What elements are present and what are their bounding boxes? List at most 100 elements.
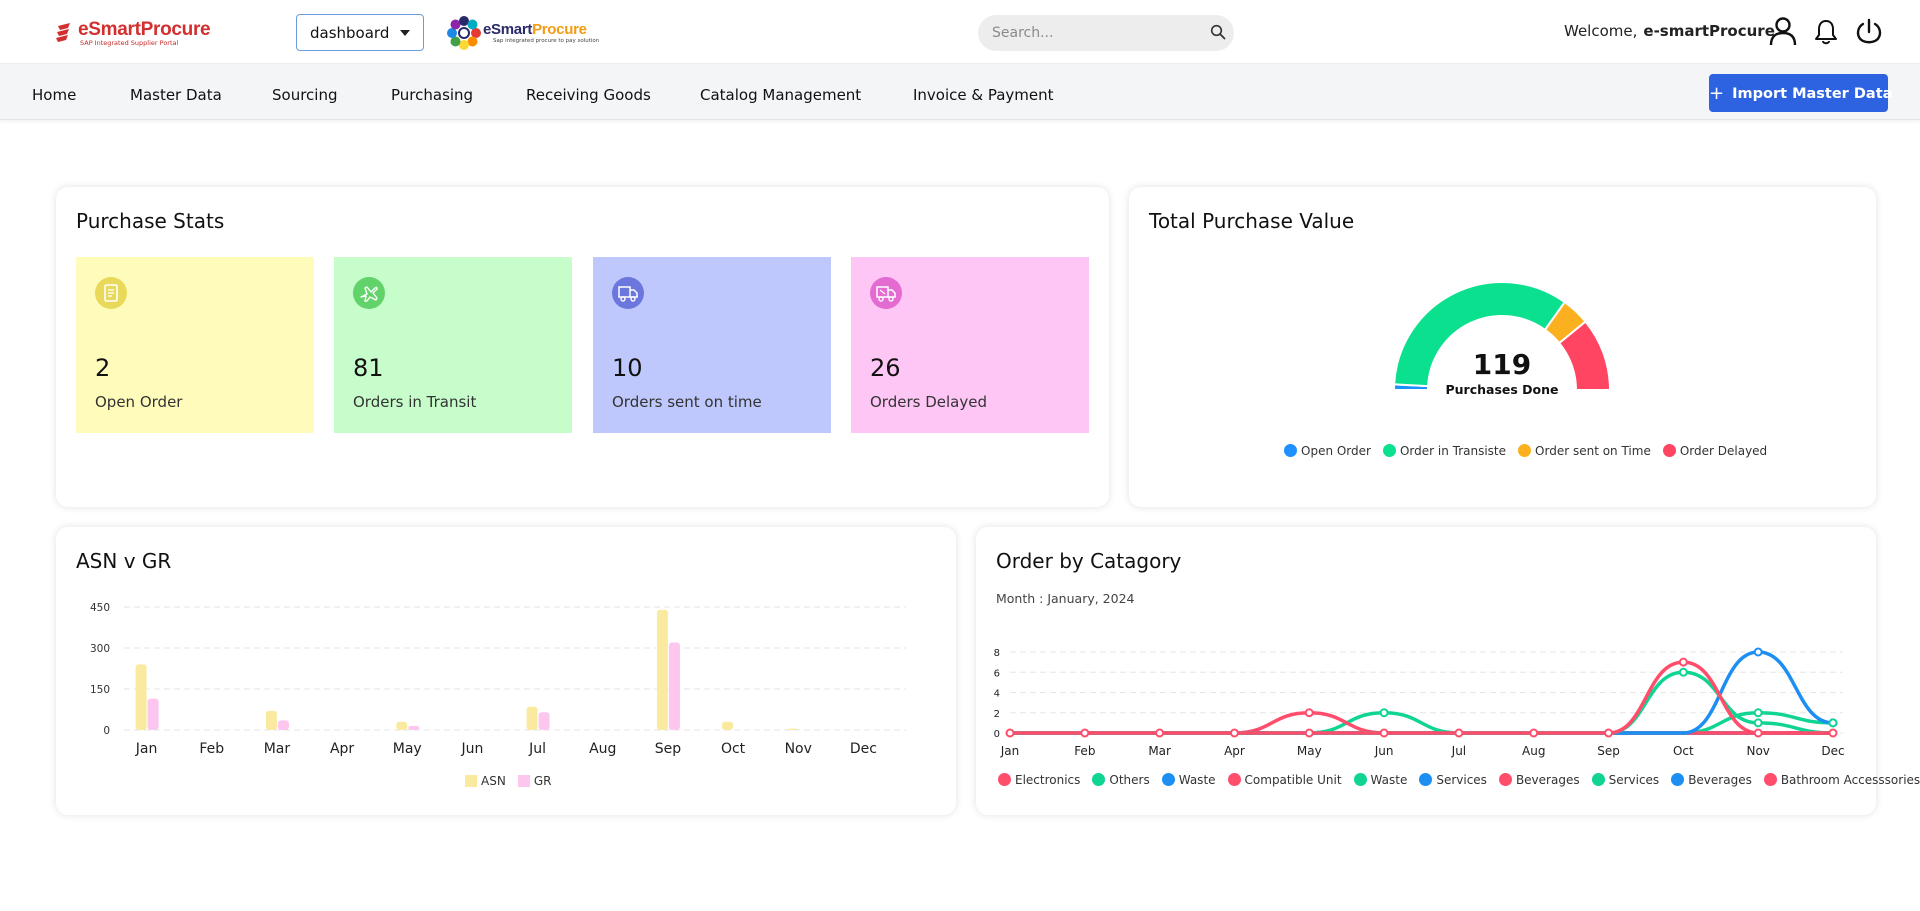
brand-subtitle: Sap integrated procure to pay solution: [493, 38, 600, 44]
power-icon[interactable]: [1854, 17, 1884, 47]
series-point[interactable]: [1379, 708, 1389, 718]
legend-dot: [1518, 444, 1532, 457]
purchase-stats-card: Purchase Stats 2 Open Order 81 Orders in…: [56, 187, 1109, 507]
legend-item[interactable]: Compatible Unit: [1227, 773, 1342, 787]
nav-master-data[interactable]: Master Data: [130, 86, 222, 104]
series-point[interactable]: [1005, 728, 1015, 738]
legend-item[interactable]: Order sent on Time: [1518, 444, 1651, 458]
bar-asn-oct[interactable]: [722, 721, 734, 730]
series-point[interactable]: [1604, 728, 1614, 738]
legend-label: Order in Transiste: [1399, 444, 1507, 458]
bar-asn-jan[interactable]: [135, 664, 147, 730]
gauge-slice-order-delayed[interactable]: [1557, 320, 1612, 391]
legend-item[interactable]: Services: [1419, 773, 1487, 787]
dashboard-select[interactable]: dashboard: [296, 14, 424, 51]
legend-label: Waste: [1370, 773, 1408, 787]
legend-item[interactable]: Waste: [1353, 773, 1408, 787]
legend-label: Order Delayed: [1679, 444, 1768, 458]
series-point[interactable]: [1155, 728, 1165, 738]
esmartprocure-logo[interactable]: eSmartProcure SAP Integrated Supplier Po…: [56, 18, 226, 50]
nav-receiving-goods[interactable]: Receiving Goods: [526, 86, 651, 104]
bar-gr-jan[interactable]: [147, 698, 159, 730]
x-tick-label: Sep: [655, 741, 682, 757]
import-master-data-button[interactable]: + Import Master Data: [1709, 74, 1892, 112]
y-tick-label: 150: [90, 684, 110, 696]
nav-invoice-payment[interactable]: Invoice & Payment: [913, 86, 1054, 104]
legend-item[interactable]: Waste: [1161, 773, 1216, 787]
search-box: [978, 15, 1234, 51]
series-point[interactable]: [1678, 667, 1688, 677]
bar-asn-jul[interactable]: [526, 706, 538, 730]
series-point[interactable]: [1529, 728, 1539, 738]
y-tick-label: 6: [994, 668, 1000, 679]
bar-gr-sep[interactable]: [668, 642, 680, 730]
legend-item[interactable]: GR: [517, 774, 551, 788]
series-point[interactable]: [1229, 728, 1239, 738]
series-point[interactable]: [1753, 718, 1763, 728]
legend-item[interactable]: Electronics: [998, 773, 1080, 787]
x-tick-label: Jan: [1000, 744, 1020, 758]
legend-label: Waste: [1178, 773, 1216, 787]
legend-item[interactable]: Beverages: [1671, 773, 1752, 787]
brand-petal: [467, 36, 478, 47]
series-point[interactable]: [1753, 708, 1763, 718]
series-point[interactable]: [1454, 728, 1464, 738]
order-by-category-title: Order by Catagory: [996, 549, 1182, 573]
series-point[interactable]: [1304, 708, 1314, 718]
legend-item[interactable]: Services: [1591, 773, 1659, 787]
esmartprocure-brand-logo: eSmartProcure Sap integrated procure to …: [444, 11, 599, 55]
legend-dot: [1227, 773, 1241, 786]
nav-purchasing[interactable]: Purchasing: [391, 86, 474, 104]
brand-petal: [459, 16, 469, 26]
legend-label: Electronics: [1015, 773, 1081, 787]
stat-card-orders-in-transit[interactable]: 81 Orders in Transit: [334, 257, 572, 433]
series-point[interactable]: [1828, 718, 1838, 728]
legend-dot: [1419, 773, 1433, 786]
bell-icon[interactable]: [1812, 18, 1840, 46]
legend-label: Beverages: [1688, 773, 1752, 787]
x-tick-label: Aug: [589, 741, 616, 757]
bar-gr-mar[interactable]: [277, 720, 289, 730]
bar-asn-nov[interactable]: [787, 728, 799, 730]
legend-item[interactable]: Order Delayed: [1662, 444, 1768, 458]
logo-text: eSmartProcure: [78, 19, 211, 40]
asn-legend: ASN GR: [465, 774, 563, 788]
legend-item[interactable]: Bathroom Accesssories: [1763, 773, 1920, 787]
truck-delayed-icon: [870, 277, 902, 309]
legend-dot: [1353, 773, 1367, 786]
stat-value: 26: [870, 354, 901, 382]
y-tick-label: 0: [103, 725, 110, 737]
search-icon[interactable]: [1210, 24, 1226, 40]
legend-item[interactable]: ASN: [465, 774, 506, 788]
series-point[interactable]: [1753, 728, 1763, 738]
nav-home[interactable]: Home: [32, 86, 77, 104]
series-point[interactable]: [1304, 728, 1314, 738]
bar-asn-mar[interactable]: [265, 710, 277, 730]
legend-item[interactable]: Beverages: [1498, 773, 1580, 787]
bar-gr-jul[interactable]: [538, 712, 550, 730]
search-input[interactable]: [992, 21, 1192, 45]
series-point[interactable]: [1379, 728, 1389, 738]
nav-sourcing[interactable]: Sourcing: [272, 86, 338, 104]
bar-gr-may[interactable]: [408, 725, 420, 730]
series-point[interactable]: [1678, 657, 1688, 667]
stat-card-open-order[interactable]: 2 Open Order: [76, 257, 314, 433]
x-tick-label: Aug: [1522, 744, 1545, 758]
series-point[interactable]: [1753, 647, 1763, 657]
legend-item[interactable]: Open Order: [1284, 444, 1371, 458]
legend-item[interactable]: Others: [1092, 773, 1150, 787]
stat-label: Orders Delayed: [870, 393, 987, 411]
nav-catalog-management[interactable]: Catalog Management: [700, 86, 862, 104]
stat-card-orders-sent-on-time[interactable]: 10 Orders sent on time: [593, 257, 831, 433]
x-tick-label: Jun: [1374, 744, 1394, 758]
bar-asn-may[interactable]: [396, 721, 408, 730]
user-icon[interactable]: [1768, 16, 1798, 46]
stat-card-orders-delayed[interactable]: 26 Orders Delayed: [851, 257, 1089, 433]
bar-asn-sep[interactable]: [656, 609, 668, 730]
brand-petal: [467, 19, 478, 30]
legend-dot: [1591, 773, 1605, 786]
legend-item[interactable]: Order in Transiste: [1382, 444, 1507, 458]
series-point[interactable]: [1828, 728, 1838, 738]
series-point[interactable]: [1080, 728, 1090, 738]
legend-label: Others: [1109, 773, 1150, 787]
